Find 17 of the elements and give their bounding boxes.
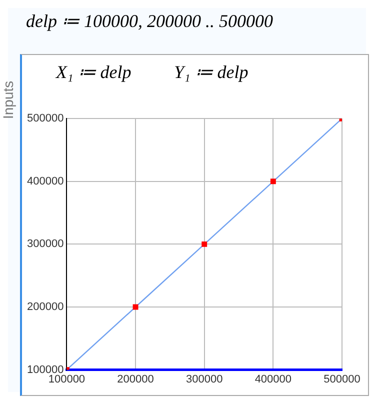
x-tick-label: 200000 xyxy=(117,373,154,386)
text: Inputs xyxy=(0,80,16,119)
text: delp ≔ 100000, 200000 .. 500000 xyxy=(26,10,273,32)
x-tick-label: 400000 xyxy=(254,373,292,386)
y-tick-label: 100000 xyxy=(26,364,64,376)
y-tick-label: 300000 xyxy=(26,238,64,250)
x-tick-label: 300000 xyxy=(186,373,223,386)
point xyxy=(270,178,276,184)
text: Y₁ ≔ delp xyxy=(174,61,248,83)
point xyxy=(202,241,208,247)
y-tick-label: 200000 xyxy=(26,301,64,314)
x-tick-label: 500000 xyxy=(324,373,360,386)
y-tick-label: 400000 xyxy=(26,175,64,188)
text: X₁ ≔ delp xyxy=(56,61,132,83)
x-tick-label: 100000 xyxy=(48,373,86,386)
y-tick-label: 500000 xyxy=(26,112,64,125)
point xyxy=(132,304,138,310)
